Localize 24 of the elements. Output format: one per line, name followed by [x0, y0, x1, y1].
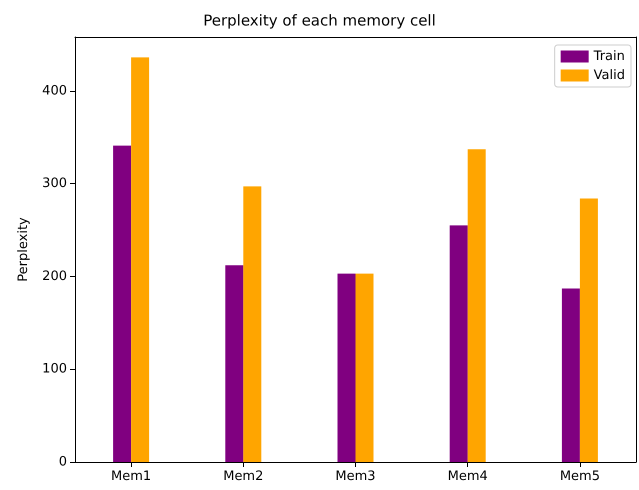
legend-label: Train [592, 49, 625, 64]
bar [338, 274, 356, 462]
bar [356, 274, 374, 462]
x-tick-label: Mem2 [223, 469, 264, 484]
y-tick-label: 300 [42, 176, 67, 192]
bar [468, 149, 486, 462]
x-tick-label: Mem1 [111, 469, 152, 484]
bar [243, 186, 262, 462]
bar [562, 288, 580, 462]
bar [580, 198, 598, 462]
y-axis-title: Perplexity [16, 216, 31, 282]
bar [131, 57, 150, 462]
y-tick-label: 0 [58, 454, 67, 470]
x-tick-label: Mem5 [560, 469, 600, 484]
x-tick-label: Mem4 [448, 469, 488, 484]
bar [225, 265, 244, 462]
bar [113, 146, 132, 462]
chart-title: Perplexity of each memory cell [203, 12, 436, 30]
x-tick-label: Mem3 [335, 469, 376, 484]
y-tick-label: 400 [42, 83, 67, 98]
bar [450, 225, 468, 462]
legend-label: Valid [594, 68, 625, 83]
y-tick-label: 200 [42, 268, 67, 284]
y-tick-label: 100 [42, 362, 67, 377]
